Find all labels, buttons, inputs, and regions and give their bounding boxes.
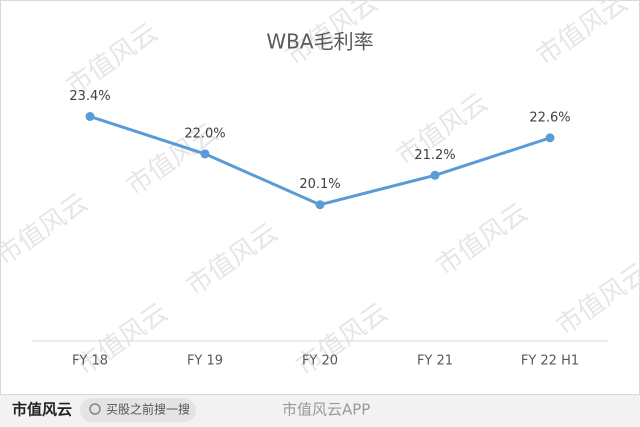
data-label: 20.1% — [299, 177, 340, 192]
search-icon — [89, 403, 101, 415]
data-label: 21.2% — [414, 148, 455, 163]
data-label: 22.6% — [529, 110, 570, 125]
data-point — [200, 149, 210, 159]
x-tick-label: FY 20 — [302, 354, 338, 369]
data-point — [545, 133, 555, 143]
data-label: 22.0% — [184, 126, 225, 141]
search-box[interactable] — [80, 398, 196, 422]
footer-logo: 市值风云 — [12, 401, 72, 419]
x-tick-label: FY 18 — [72, 354, 108, 369]
footer-app: 市值风云APP — [282, 401, 370, 419]
chart-title: WBA毛利率 — [266, 30, 373, 54]
x-tick-label: FY 19 — [187, 354, 223, 369]
data-label: 23.4% — [69, 89, 110, 104]
x-tick-label: FY 22 H1 — [521, 354, 579, 369]
x-tick-label: FY 21 — [417, 354, 453, 369]
data-point — [315, 200, 325, 210]
chart-frame — [0, 0, 640, 395]
data-point — [430, 170, 440, 180]
data-point — [85, 111, 95, 121]
plot: FY 18 FY 19 FY 20 FY 21 FY 22 H1 23.4% 22.0% 20… — [32, 89, 608, 369]
search-text[interactable]: 买股之前搜一搜 — [106, 402, 190, 417]
